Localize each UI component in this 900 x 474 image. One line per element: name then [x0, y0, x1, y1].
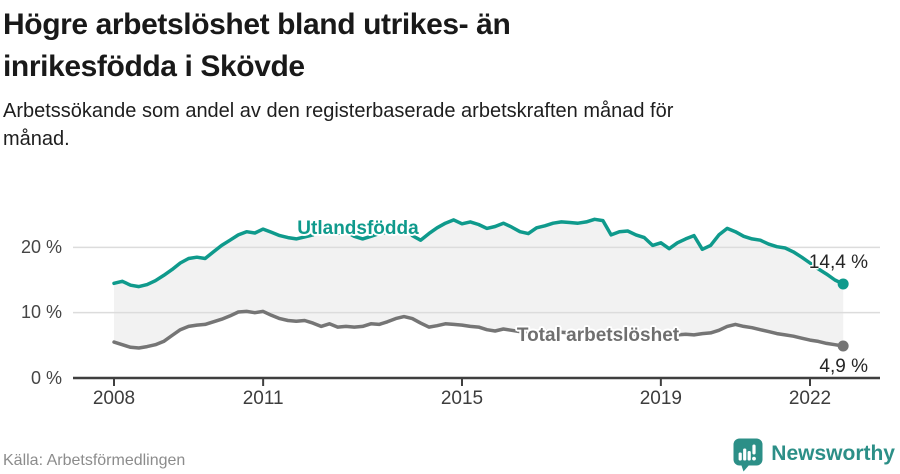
newsworthy-logo-icon	[733, 438, 763, 472]
chart-subtitle-line2: månad.	[3, 128, 70, 150]
x-axis-label: 2011	[242, 388, 284, 409]
series-label-utlandsfodda: Utlandsfödda	[297, 218, 419, 239]
page-title-line1: Högre arbetslöshet bland utrikes- än	[3, 8, 511, 41]
y-axis-label: 10 %	[20, 302, 62, 323]
x-axis-label: 2015	[440, 388, 484, 409]
end-value-label-total: 4,9 %	[819, 356, 868, 377]
source-note: Källa: Arbetsförmedlingen	[3, 452, 186, 469]
newsworthy-logo-text: Newsworthy	[771, 442, 895, 465]
page-title-line2: inrikesfödda i Skövde	[3, 50, 305, 83]
end-value-label-utlandsfodda: 14,4 %	[808, 252, 868, 273]
y-axis-label: 0 %	[30, 367, 62, 388]
y-axis-label: 20 %	[20, 236, 62, 257]
series-label-total-arbetsloshet: Total arbetslöshet	[516, 325, 680, 346]
newsworthy-logo[interactable]: Newsworthy	[733, 438, 895, 472]
x-axis-label: 2019	[639, 388, 682, 409]
chart-subtitle: Arbetssökande som andel av den registerb…	[3, 97, 883, 153]
x-axis-label: 2022	[788, 388, 832, 409]
x-axis-label: 2008	[92, 388, 136, 409]
chart-subtitle-line1: Arbetssökande som andel av den registerb…	[3, 100, 674, 122]
page-title: Högre arbetslöshet bland utrikes- än inr…	[3, 4, 883, 88]
